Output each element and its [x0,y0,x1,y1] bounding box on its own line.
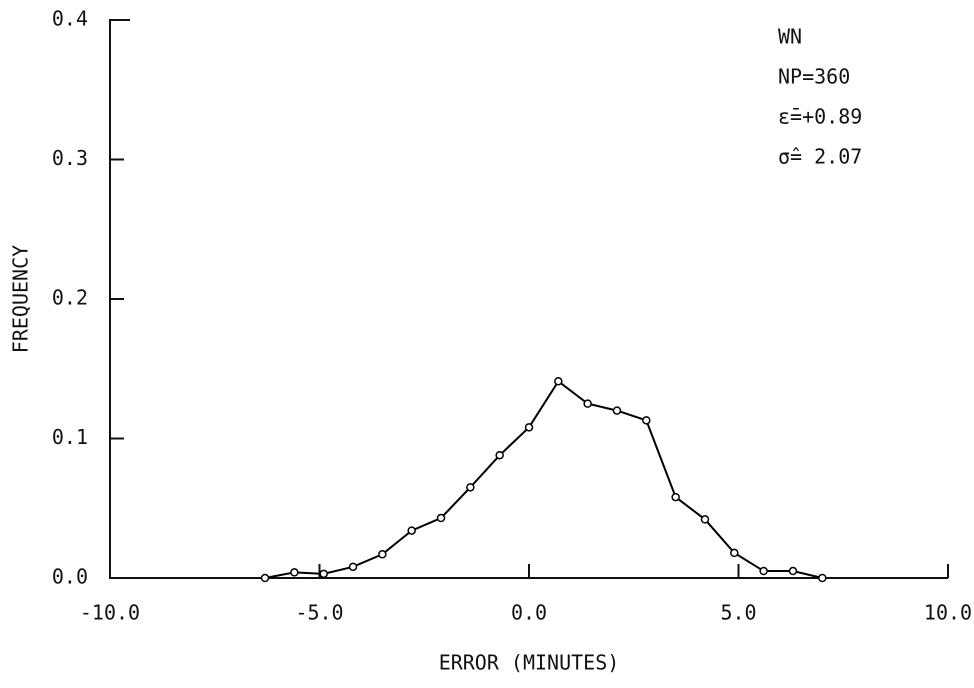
data-point [524,423,534,432]
data-point [671,492,680,502]
data-point [260,573,270,583]
data-point [319,569,328,579]
data-point [642,416,651,425]
x-tick-label: -10.0 [80,601,140,625]
data-point [466,483,475,492]
data-point [759,566,768,576]
data-point [378,550,387,559]
data-point [788,566,798,576]
y-tick-label: 0.4 [52,7,88,31]
annotation: σ̂= 2.07 [778,145,862,169]
data-line [264,379,823,579]
y-tick-label: 0.2 [52,286,88,310]
data-point [554,377,563,386]
annotation: NP=360 [778,65,850,89]
annotation: WN [778,25,802,49]
y-tick-label: 0.1 [52,425,88,449]
annotation: ε̄=+0.89 [778,105,862,129]
data-point [290,568,299,577]
data-point [436,513,446,523]
data-point [495,450,504,460]
data-point [583,399,592,408]
data-point [407,526,416,535]
data-point [818,573,827,583]
y-axis-label: FREQUENCY [9,245,33,353]
data-point [348,562,358,572]
y-tick-label: 0.3 [52,146,88,170]
x-tick-label: 10.0 [924,601,972,625]
x-tick-label: -5.0 [295,601,343,625]
data-point [612,406,622,415]
data-point [700,515,710,524]
x-tick-label: 5.0 [720,601,756,625]
x-tick-label: 0.0 [511,601,547,625]
x-axis-label: ERROR (MINUTES) [439,651,620,675]
data-point [730,548,739,558]
y-tick-label: 0.0 [52,565,88,589]
